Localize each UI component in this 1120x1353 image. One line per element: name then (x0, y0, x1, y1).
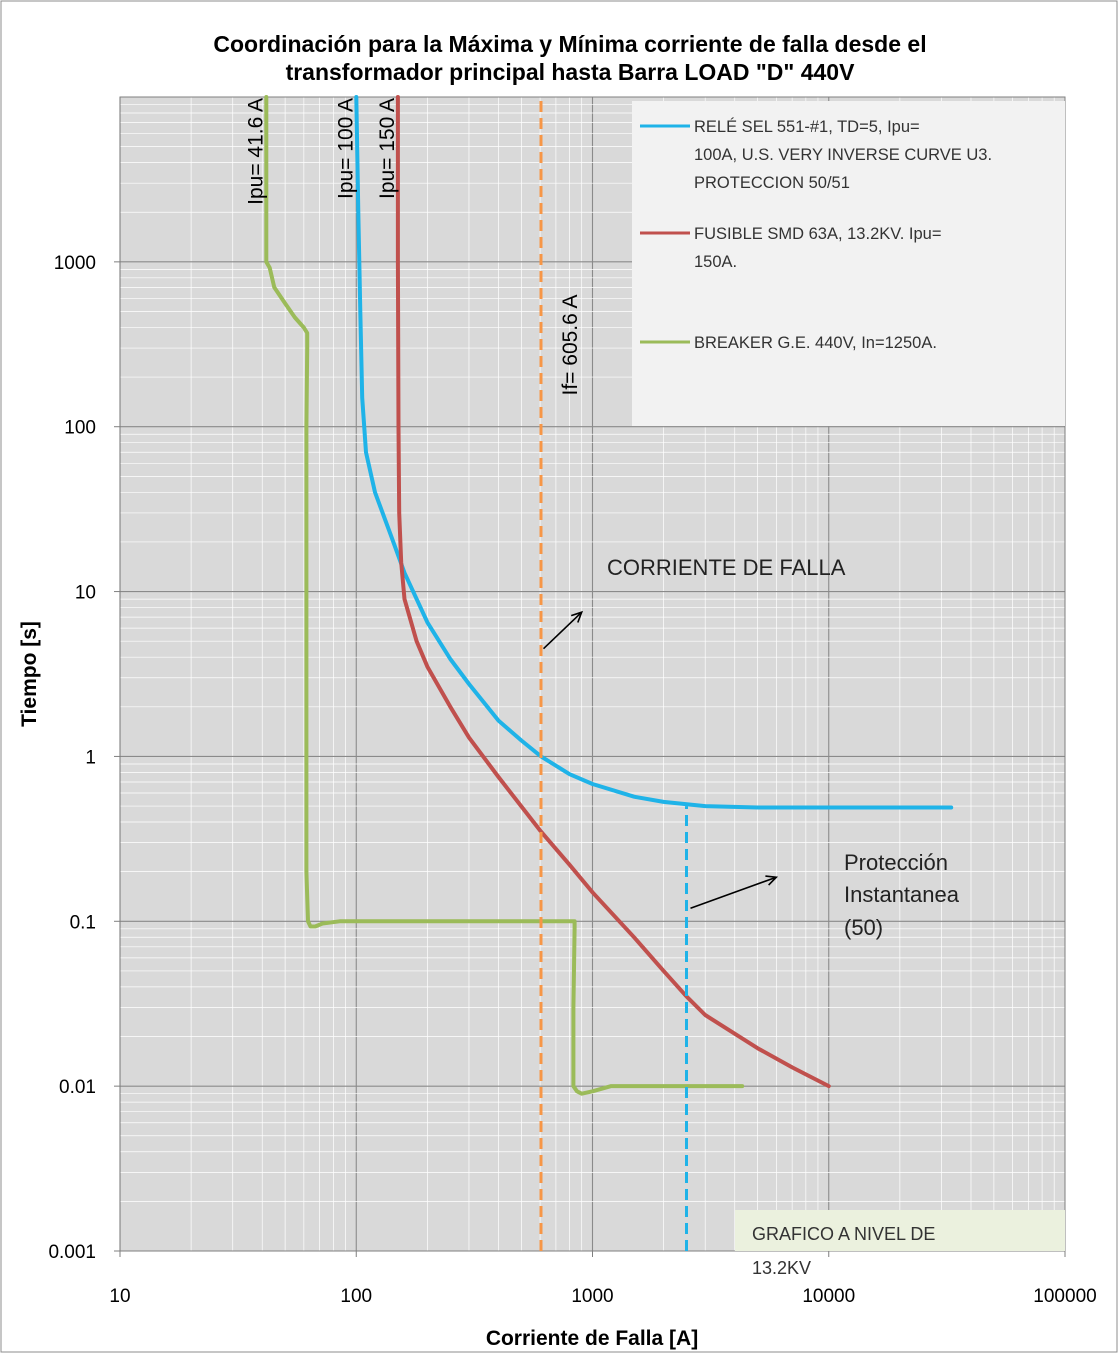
legend-label-rele-line-3: PROTECCION 50/51 (694, 174, 850, 192)
legend-label-rele-line-1: RELÉ SEL 551-#1, TD=5, Ipu= (694, 117, 920, 136)
legend-label-fusible-line-2: 150A. (694, 253, 737, 271)
note-box-background (735, 1210, 1065, 1251)
vertical-label-layer: Ipu= 41.6 A Ipu= 100 A Ipu= 150 A If= 605.6… (244, 98, 582, 396)
y-tick-label: 0.01 (59, 1077, 96, 1098)
vertical-label: Ipu= 150 A (376, 98, 399, 199)
tick-label-layer: 10 100 1000 10000 100000 0.001 0.01 0.1 1 10 100 10… (48, 253, 1096, 1307)
fusible-curve (395, 95, 831, 1089)
chart-title-line-1: Coordinación para la Máxima y Mínima cor… (213, 31, 926, 57)
x-tick-label: 100 (340, 1286, 372, 1307)
annotation-instantaneous-line-3: (50) (844, 915, 883, 940)
y-tick-label: 100 (64, 418, 96, 439)
y-tick-label: 0.1 (70, 912, 96, 933)
y-tick-label: 1 (85, 747, 96, 768)
x-tick-label: 10000 (802, 1286, 855, 1307)
y-tick-label: 1000 (54, 253, 96, 274)
legend-box (632, 101, 1065, 426)
rele-curve (354, 95, 954, 810)
series-layer (264, 95, 954, 1251)
annotation-instantaneous-arrow (690, 875, 779, 909)
note-text-line-1: GRAFICO A NIVEL DE (752, 1224, 935, 1244)
note-box: GRAFICO A NIVEL DE 13.2KV (735, 1210, 1065, 1278)
annotation-instantaneous-line-1: Protección (844, 850, 948, 875)
vertical-label: Ipu= 41.6 A (244, 98, 267, 205)
vertical-label: If= 605.6 A (559, 294, 582, 395)
x-axis-label: Corriente de Falla [A] (486, 1327, 698, 1350)
annotation-fault-current: CORRIENTE DE FALLA (542, 555, 846, 650)
legend-label-fusible-line-1: FUSIBLE SMD 63A, 13.2KV. Ipu= (694, 225, 941, 243)
x-tick-label: 1000 (571, 1286, 613, 1307)
y-tick-label: 10 (75, 583, 96, 604)
x-tick-label: 100000 (1033, 1286, 1096, 1307)
annotation-instantaneous-line-2: Instantanea (844, 882, 960, 907)
legend-label-rele-line-2: 100A, U.S. VERY INVERSE CURVE U3. (694, 146, 992, 164)
vertical-label: Ipu= 100 A (334, 98, 357, 199)
legend-label-breaker: BREAKER G.E. 440V, In=1250A. (694, 334, 937, 352)
y-axis-label: Tiempo [s] (18, 621, 41, 727)
breaker-curve (264, 95, 745, 1096)
x-tick-label: 10 (109, 1286, 130, 1307)
chart-title-line-2: transformador principal hasta Barra LOAD… (286, 59, 856, 85)
annotation-fault-current-text: CORRIENTE DE FALLA (607, 555, 846, 580)
annotation-instantaneous: Protección Instantanea (50) (690, 850, 960, 940)
legend: RELÉ SEL 551-#1, TD=5, Ipu= 100A, U.S. V… (632, 101, 1065, 426)
y-tick-label: 0.001 (48, 1242, 96, 1263)
note-text-line-2: 13.2KV (752, 1258, 811, 1278)
annotation-fault-current-arrow (542, 610, 584, 650)
